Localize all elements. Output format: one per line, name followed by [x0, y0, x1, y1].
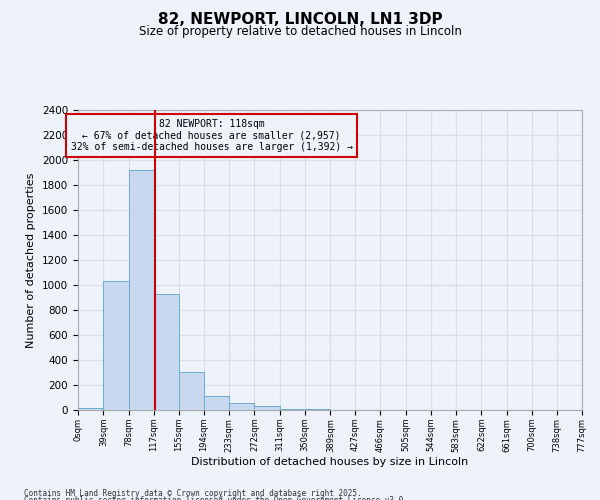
Bar	[204, 396, 229, 410]
Bar	[229, 402, 254, 410]
Bar	[179, 372, 204, 410]
Bar	[103, 281, 128, 410]
Bar	[280, 409, 305, 410]
Text: Contains HM Land Registry data © Crown copyright and database right 2025.: Contains HM Land Registry data © Crown c…	[24, 488, 362, 498]
Bar	[78, 408, 103, 410]
Text: 82, NEWPORT, LINCOLN, LN1 3DP: 82, NEWPORT, LINCOLN, LN1 3DP	[158, 12, 442, 28]
Bar	[128, 170, 154, 410]
Text: Contains public sector information licensed under the Open Government Licence v3: Contains public sector information licen…	[24, 496, 408, 500]
Bar	[154, 294, 179, 410]
Text: 82 NEWPORT: 118sqm
← 67% of detached houses are smaller (2,957)
32% of semi-deta: 82 NEWPORT: 118sqm ← 67% of detached hou…	[71, 119, 353, 152]
Text: Size of property relative to detached houses in Lincoln: Size of property relative to detached ho…	[139, 25, 461, 38]
X-axis label: Distribution of detached houses by size in Lincoln: Distribution of detached houses by size …	[191, 457, 469, 467]
Bar	[254, 406, 280, 410]
Y-axis label: Number of detached properties: Number of detached properties	[26, 172, 37, 348]
